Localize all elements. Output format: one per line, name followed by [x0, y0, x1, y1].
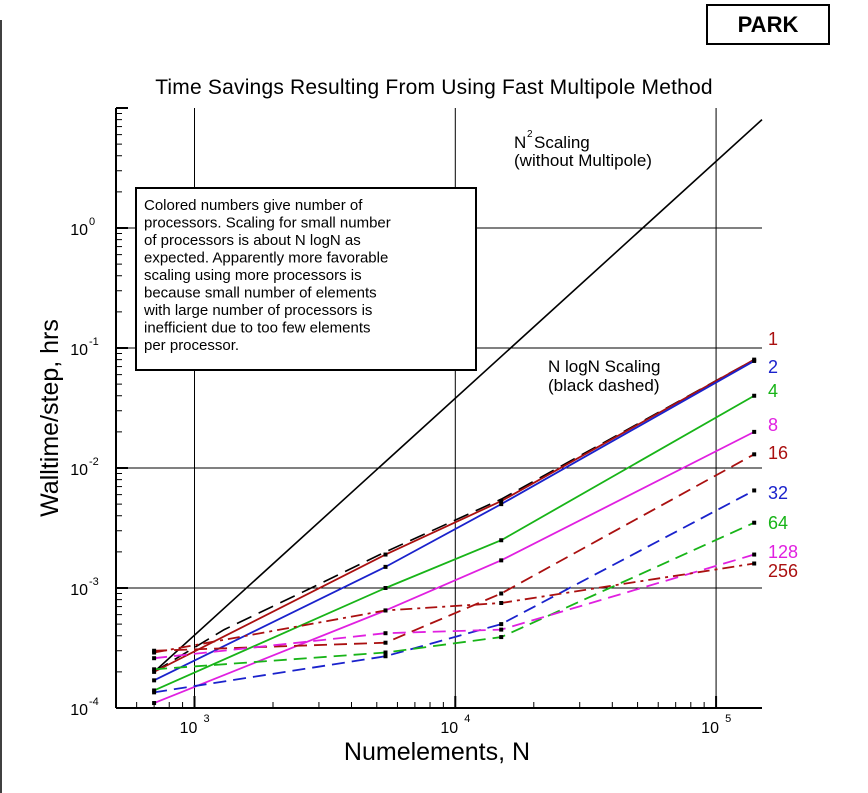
note-box: [135, 187, 477, 371]
series-2-point: [152, 678, 157, 683]
note-line: of processors is about N logN as: [144, 232, 361, 249]
x-tick-label: 10: [440, 720, 458, 737]
series-1-point: [752, 357, 757, 362]
x-tick-exponent: 5: [725, 713, 731, 725]
series-4-label: 4: [768, 381, 778, 401]
series-8-point: [152, 701, 157, 706]
series-256-label: 256: [768, 561, 798, 581]
series-1-point: [499, 499, 504, 504]
series-256-point: [752, 561, 757, 566]
y-tick-label: 10: [70, 582, 88, 599]
x-tick-exponent: 3: [204, 713, 210, 725]
series-4-point: [383, 586, 388, 590]
note-line: per processor.: [144, 337, 239, 354]
series-16-point: [152, 648, 157, 653]
x-tick-exponent: 4: [464, 713, 470, 725]
note-line: processors. Scaling for small number: [144, 215, 391, 232]
series-2-point: [752, 358, 757, 363]
y-tick-exponent: 0: [89, 216, 95, 228]
note-line: scaling using more processors is: [144, 267, 362, 284]
nlogn-scaling-line: [153, 358, 755, 673]
series-8-point: [383, 608, 388, 613]
series-16-point: [752, 452, 757, 457]
series-16-point: [383, 640, 388, 645]
y-tick-exponent: -2: [89, 456, 99, 468]
note-line: because small number of elements: [144, 285, 377, 302]
x-tick-label: 10: [180, 720, 198, 737]
n2-annotation-text: Scaling: [534, 133, 590, 152]
series-16-point: [499, 591, 504, 596]
chart-title: Time Savings Resulting From Using Fast M…: [155, 76, 713, 99]
series-64-point: [752, 520, 757, 525]
note-line: expected. Apparently more favorable: [144, 250, 388, 267]
series-32-point: [152, 690, 157, 695]
series-128-line: [154, 553, 755, 660]
x-tick-label: 10: [701, 720, 719, 737]
series-4-point: [152, 688, 157, 693]
series-128-point: [499, 627, 504, 632]
series-4-point: [499, 538, 504, 543]
series-4-point: [752, 393, 757, 398]
series-16-line: [154, 453, 755, 652]
series-128-point: [383, 631, 388, 636]
series-1-point: [152, 669, 157, 674]
series-256-line: [153, 562, 755, 654]
series-32-label: 32: [768, 483, 788, 503]
note-line: Colored numbers give number of: [144, 197, 363, 214]
nlogn-annotation-line1: N logN Scaling: [548, 357, 660, 376]
series-32-point: [499, 622, 504, 627]
series-64-point: [499, 635, 504, 640]
series-128-point: [752, 552, 757, 557]
series-2-point: [383, 564, 388, 569]
series-32-point: [752, 488, 757, 493]
series-256-point: [383, 608, 388, 613]
series-2-label: 2: [768, 357, 778, 377]
series-256-point: [152, 650, 157, 655]
series-1-label: 1: [768, 329, 778, 349]
series-64-point: [383, 650, 388, 655]
series-2-point: [499, 502, 504, 507]
n2-annotation-line2: (without Multipole): [514, 151, 652, 170]
series-64-line: [154, 521, 755, 671]
series-8-line: [153, 431, 755, 704]
nlogn-annotation-line2: (black dashed): [548, 376, 660, 395]
note-line: inefficient due to too few elements: [144, 320, 371, 337]
n2-annotation-sup: 2: [527, 129, 533, 140]
series-64-point: [152, 667, 157, 672]
y-tick-label: 10: [70, 702, 88, 719]
n2-annotation-n: N: [514, 133, 526, 152]
series-16-label: 16: [768, 443, 788, 463]
y-tick-exponent: -1: [89, 336, 99, 348]
y-axis-label: Walltime/step, hrs: [36, 319, 64, 517]
n2-scaling-line: [153, 119, 763, 673]
series-32-point: [383, 654, 388, 659]
note-line: with large number of processors is: [143, 302, 372, 319]
series-8-point: [499, 558, 504, 563]
y-tick-exponent: -4: [89, 696, 99, 708]
series-8-point: [752, 429, 757, 434]
series-1-line: [153, 358, 755, 673]
y-tick-label: 10: [70, 462, 88, 479]
series-2-line: [153, 360, 755, 682]
park-badge: PARK: [706, 4, 830, 45]
y-tick-exponent: -3: [89, 576, 99, 588]
series-32-line: [153, 489, 755, 694]
series-128-point: [152, 656, 157, 661]
y-tick-label: 10: [70, 222, 88, 239]
series-64-label: 64: [768, 513, 788, 533]
series-1-point: [383, 552, 388, 557]
series-4-line: [153, 394, 755, 692]
series-8-label: 8: [768, 415, 778, 435]
series-256-point: [499, 600, 504, 605]
series-128-label: 128: [768, 542, 798, 562]
y-tick-label: 10: [70, 342, 88, 359]
x-axis-label: Numelements, N: [344, 738, 530, 766]
